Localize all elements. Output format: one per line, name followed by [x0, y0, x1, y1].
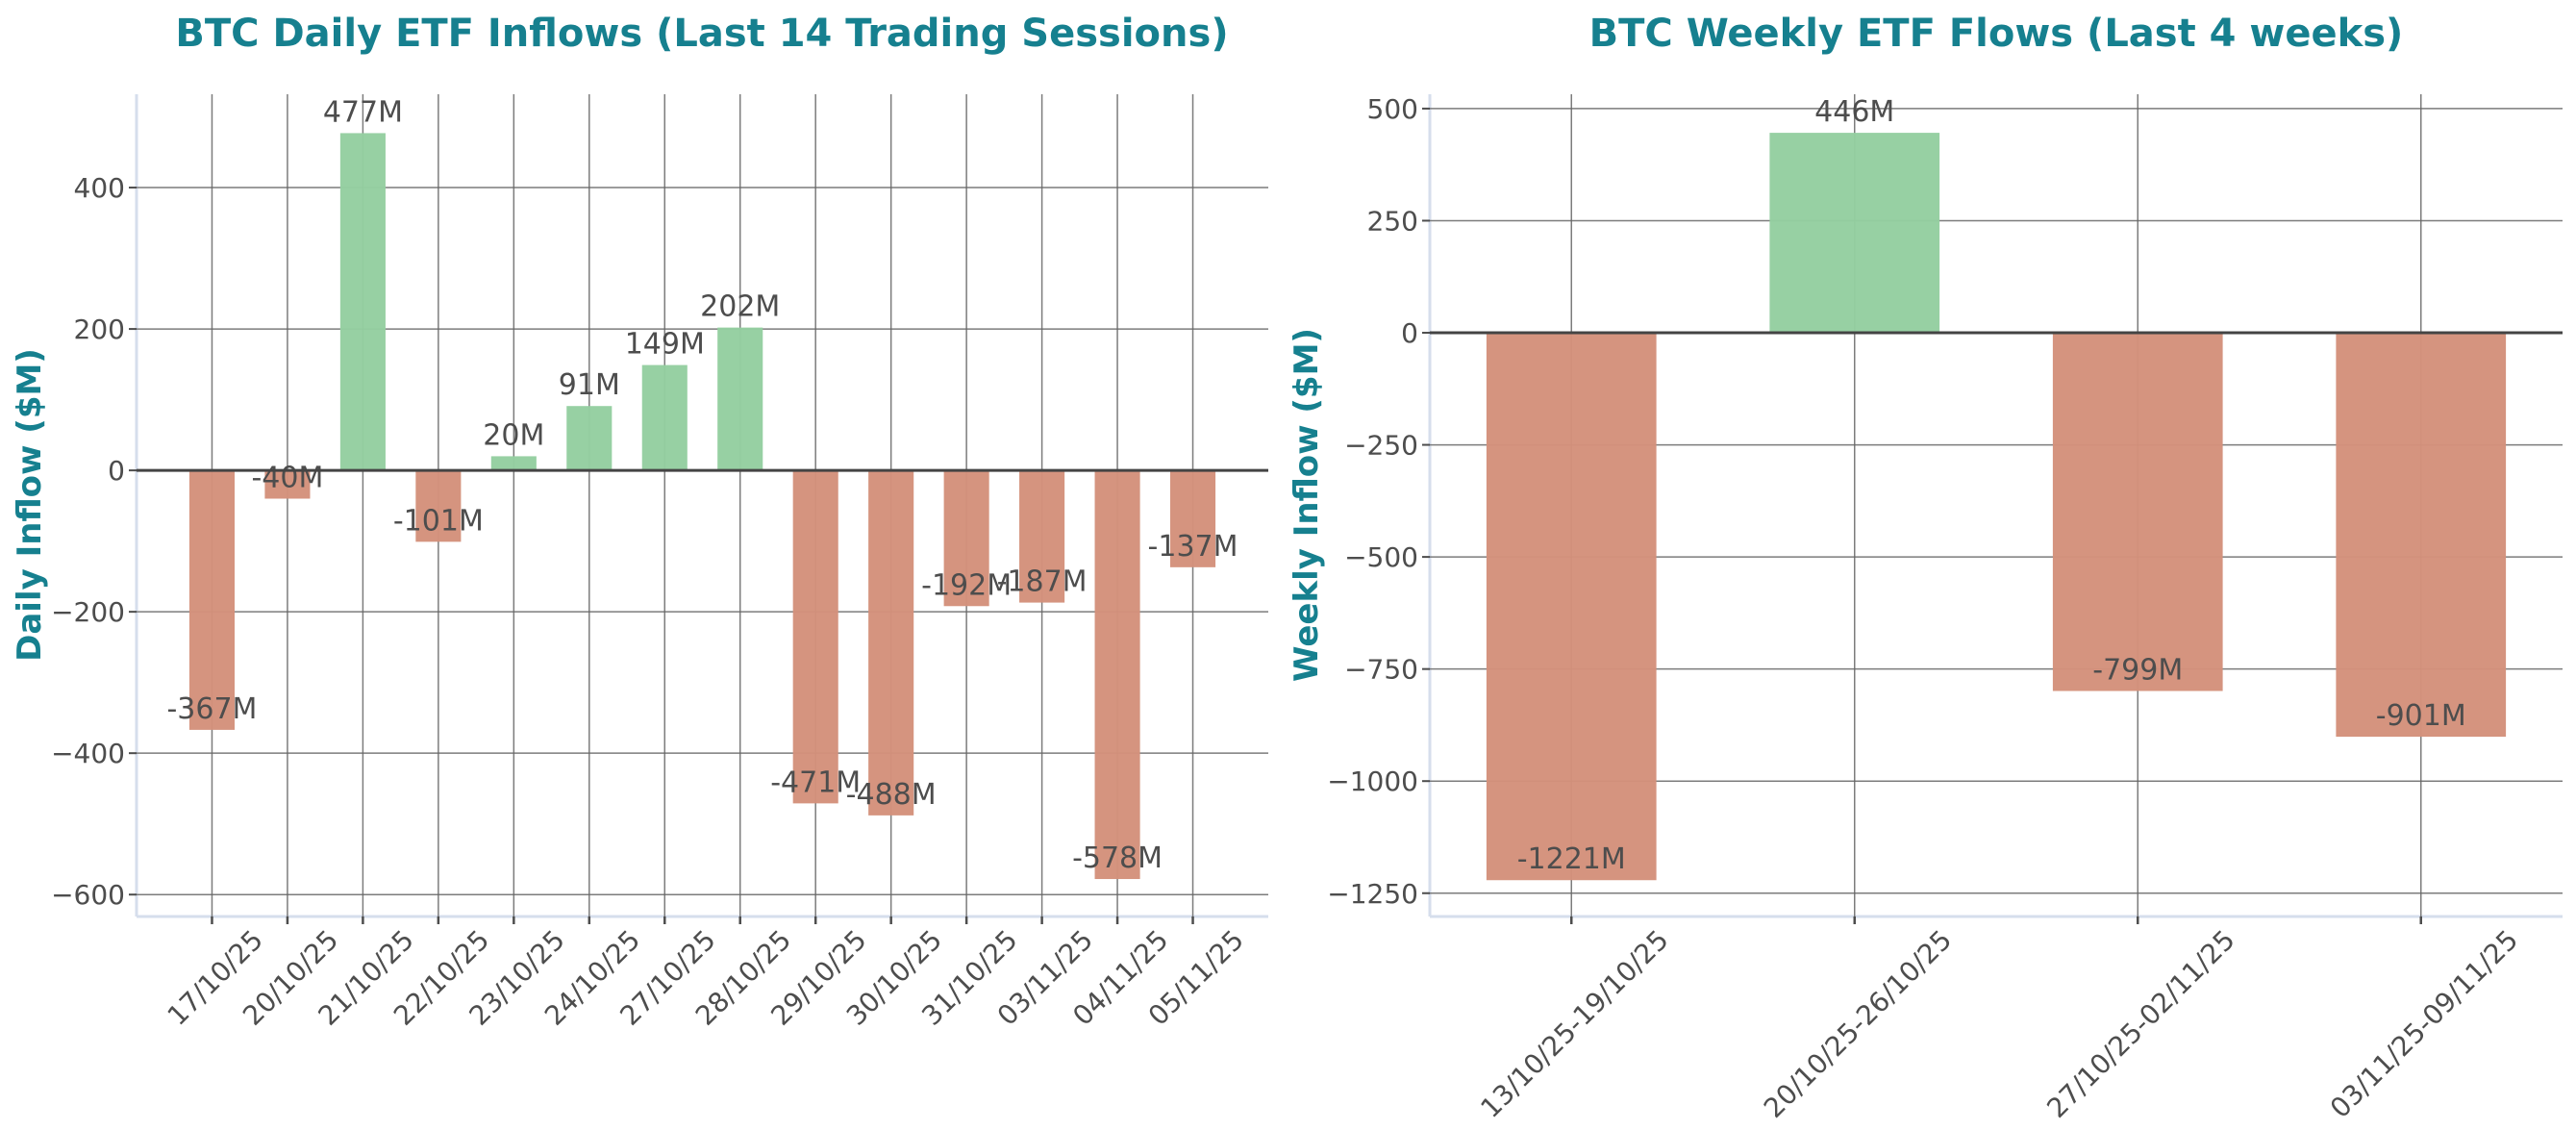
bar: [1169, 470, 1216, 567]
y-tick-label: −500: [1344, 541, 1418, 573]
bar: [339, 133, 386, 471]
bar: [490, 456, 537, 471]
bar-value-label: -137M: [1148, 530, 1238, 564]
x-tick-label: 03/11/25-09/11/25: [2324, 924, 2524, 1124]
bar-value-label: 149M: [625, 328, 705, 362]
bar-value-label: -471M: [770, 766, 861, 799]
y-tick-label: −750: [1344, 654, 1418, 686]
bar-value-label: 91M: [559, 368, 620, 402]
y-tick-label: −600: [51, 879, 125, 911]
chart-title: BTC Daily ETF Inflows (Last 14 Trading S…: [175, 12, 1228, 56]
bar: [868, 470, 914, 816]
y-axis-label: Daily Inflow ($M): [11, 348, 49, 662]
bar: [264, 470, 311, 499]
bar-value-label: -187M: [997, 565, 1088, 599]
y-tick-label: 500: [1367, 93, 1418, 125]
bar-value-label: -901M: [2376, 699, 2466, 733]
y-tick-label: −1250: [1327, 878, 1418, 910]
bar: [1019, 470, 1065, 603]
bar: [1094, 470, 1140, 880]
y-tick-label: −400: [51, 738, 125, 769]
daily-inflows-chart: BTC Daily ETF Inflows (Last 14 Trading S…: [11, 12, 1268, 1032]
y-tick-label: −250: [1344, 430, 1418, 462]
y-tick-label: 250: [1367, 205, 1418, 237]
bar-value-label: -101M: [393, 504, 484, 538]
x-tick-label: 27/10/25-02/11/25: [2040, 924, 2240, 1124]
y-tick-label: 400: [74, 172, 125, 204]
x-tick-label: 13/10/25-19/10/25: [1474, 924, 1674, 1124]
bar-value-label: -40M: [251, 462, 323, 495]
bar-value-label: 202M: [700, 290, 780, 324]
bar: [415, 470, 462, 542]
bar: [566, 406, 613, 471]
y-tick-label: 200: [74, 314, 125, 345]
bar-value-label: -1221M: [1517, 842, 1626, 876]
y-tick-label: −1000: [1327, 766, 1418, 797]
bar: [2336, 333, 2507, 738]
bar: [717, 327, 763, 471]
bar-value-label: -192M: [921, 568, 1012, 602]
bar-value-label: 477M: [323, 95, 403, 129]
bar-value-label: -578M: [1072, 841, 1163, 875]
y-tick-label: −200: [51, 596, 125, 628]
bar: [188, 470, 236, 730]
x-tick-label: 20/10/25-26/10/25: [1758, 924, 1958, 1124]
bar: [1486, 333, 1657, 881]
bar-value-label: -488M: [846, 778, 937, 812]
bar: [792, 470, 838, 804]
bar-value-label: -367M: [166, 692, 257, 726]
bar-value-label: 20M: [483, 418, 544, 452]
bar-value-label: -799M: [2092, 654, 2183, 688]
y-tick-label: 0: [108, 455, 125, 487]
y-axis-label: Weekly Inflow ($M): [1288, 328, 1326, 682]
bar: [641, 364, 688, 471]
bar: [1769, 133, 1940, 334]
y-tick-label: 0: [1401, 317, 1418, 349]
weekly-flows-chart: BTC Weekly ETF Flows (Last 4 weeks) Week…: [1288, 12, 2563, 1124]
chart-title: BTC Weekly ETF Flows (Last 4 weeks): [1589, 12, 2404, 56]
bar: [2052, 333, 2223, 691]
bar-value-label: 446M: [1814, 95, 1894, 129]
bar: [943, 470, 989, 607]
